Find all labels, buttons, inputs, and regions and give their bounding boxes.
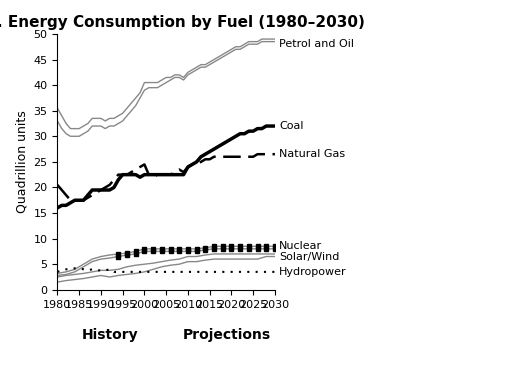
Text: Hydropower: Hydropower — [279, 267, 347, 277]
Y-axis label: Quadrillion units: Quadrillion units — [15, 110, 28, 213]
Text: History: History — [81, 328, 138, 342]
Text: Petrol and Oil: Petrol and Oil — [279, 39, 354, 49]
Title: U.S. Energy Consumption by Fuel (1980–2030): U.S. Energy Consumption by Fuel (1980–20… — [0, 15, 365, 30]
Text: Coal: Coal — [279, 121, 304, 131]
Text: Nuclear: Nuclear — [279, 241, 322, 251]
Text: Projections: Projections — [183, 328, 271, 342]
Text: Solar/Wind: Solar/Wind — [279, 251, 340, 262]
Text: Natural Gas: Natural Gas — [279, 149, 346, 159]
